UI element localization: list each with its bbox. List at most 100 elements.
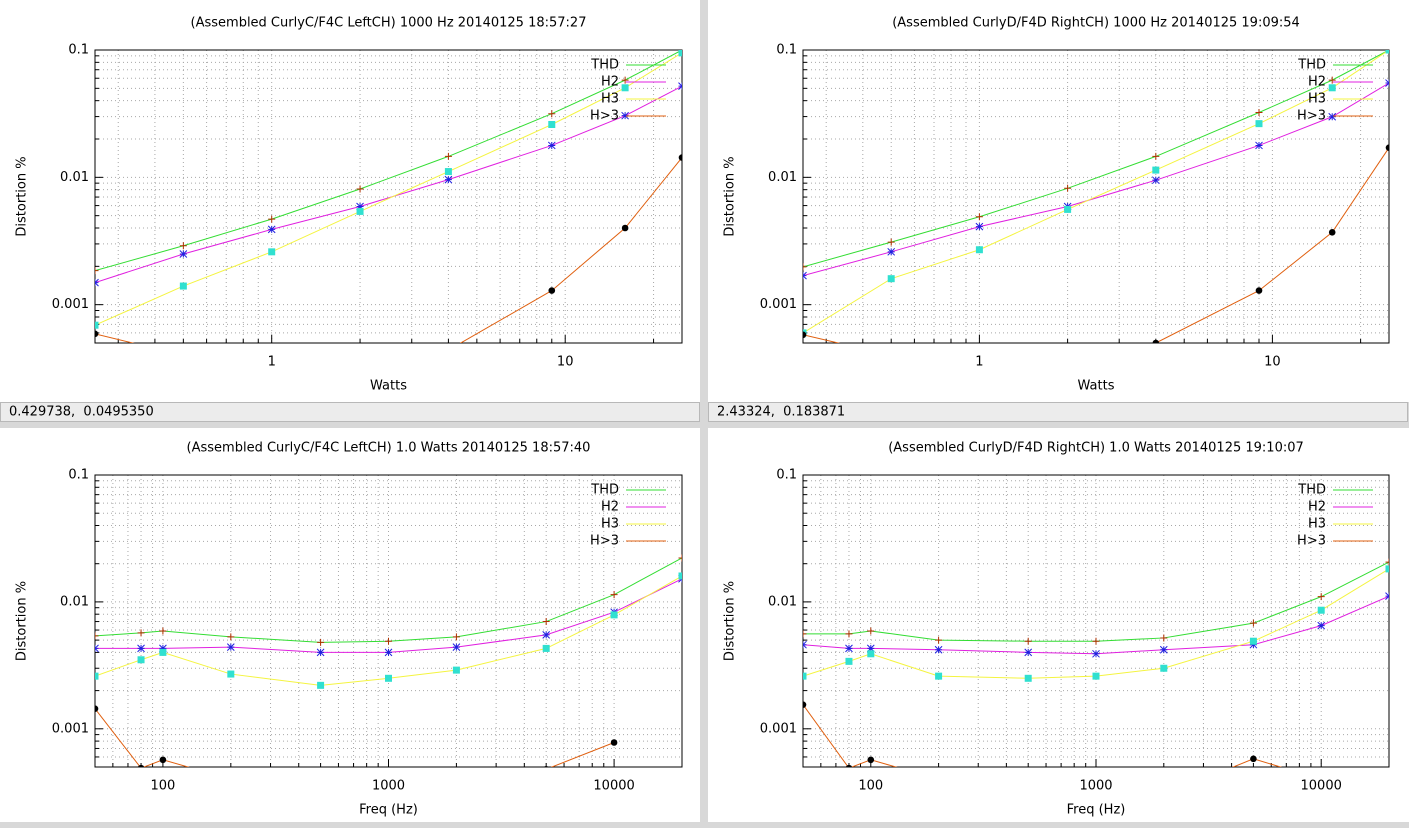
window [0,428,700,822]
x-tick-label: 1000 [372,779,405,794]
series-line [95,708,615,767]
status-bar [708,402,1408,422]
marker [887,238,895,246]
plot-border [94,474,683,768]
legend-label: H2 [1308,500,1326,515]
legend-label: THD [1297,58,1326,73]
y-axis-label: Distortion % [723,156,738,236]
marker [548,120,556,128]
marker [887,275,895,283]
marker [452,643,461,651]
marker [975,222,984,231]
legend-label: H>3 [1297,534,1326,549]
plot-area [95,554,682,767]
marker [95,632,99,640]
legend-label: H>3 [590,534,619,549]
marker [1024,674,1032,682]
marker [95,672,99,680]
marker [1249,637,1257,645]
series-line [95,157,682,343]
marker [1151,176,1160,185]
marker [1255,120,1263,128]
marker [547,141,556,150]
series-line [803,82,1389,277]
x-tick-label: 10000 [593,779,634,794]
marker [845,644,853,653]
marker [610,611,618,619]
marker [95,321,99,329]
marker [137,644,145,653]
marker [268,215,276,223]
marker [1152,166,1160,174]
marker [610,591,618,599]
y-tick-label: 0.01 [768,594,797,609]
series-line [803,704,1283,767]
plot-border [802,49,1390,344]
marker [1152,339,1160,343]
marker [542,630,551,639]
legend-label: H2 [1308,75,1326,90]
legend-label: H>3 [1297,109,1326,124]
marker [975,213,983,221]
marker [444,152,452,160]
marker [1317,621,1326,630]
marker [384,648,393,657]
series-line [95,557,682,643]
x-tick-label: 10 [1264,355,1281,370]
plot-area [803,50,1389,343]
marker [621,111,629,120]
marker [542,618,550,626]
y-tick-label: 0.001 [760,297,797,312]
y-axis-label: Distortion % [15,581,30,661]
series-line [95,575,682,686]
chart-title: (Assembled CurlyD/F4D RightCH) 1.0 Watts… [888,441,1304,456]
y-tick-label: 0.01 [768,170,797,185]
series-line [803,50,1389,268]
window [708,428,1409,822]
marker [803,331,807,339]
marker [444,168,452,176]
y-tick-label: 0.1 [776,43,797,58]
marker [159,627,167,635]
x-tick-label: 1000 [1079,779,1112,794]
marker [867,650,875,658]
marker [226,643,235,651]
marker [678,50,682,57]
marker [1385,144,1389,151]
marker [95,705,99,713]
marker [975,246,983,254]
x-tick-label: 100 [858,779,883,794]
marker [317,681,325,689]
legend-label: H2 [601,500,619,515]
marker [385,637,392,645]
marker [803,263,807,271]
series-line [803,568,1389,679]
marker [179,282,187,290]
x-tick-label: 100 [150,779,175,794]
marker [542,644,550,652]
marker [316,648,325,657]
marker [678,554,682,562]
legend-label: H>3 [590,109,619,124]
marker [935,636,943,644]
x-axis-label: Watts [1078,379,1115,394]
series-line [803,595,1389,655]
marker [1159,645,1168,654]
marker [137,764,145,767]
series-line [95,50,682,272]
chart-title: (Assembled CurlyC/F4C LeftCH) 1.0 Watts … [187,441,591,456]
marker [95,330,99,338]
status-text: 2.43324, 0.183871 [717,405,845,420]
marker [1092,637,1100,645]
marker [621,224,629,232]
marker [137,656,145,664]
legend-label: THD [590,483,619,498]
marker [845,764,853,767]
marker [1385,50,1389,54]
marker [621,76,629,84]
marker [452,633,460,641]
marker [137,629,145,637]
series-line [803,147,1389,343]
marker [1250,755,1257,763]
